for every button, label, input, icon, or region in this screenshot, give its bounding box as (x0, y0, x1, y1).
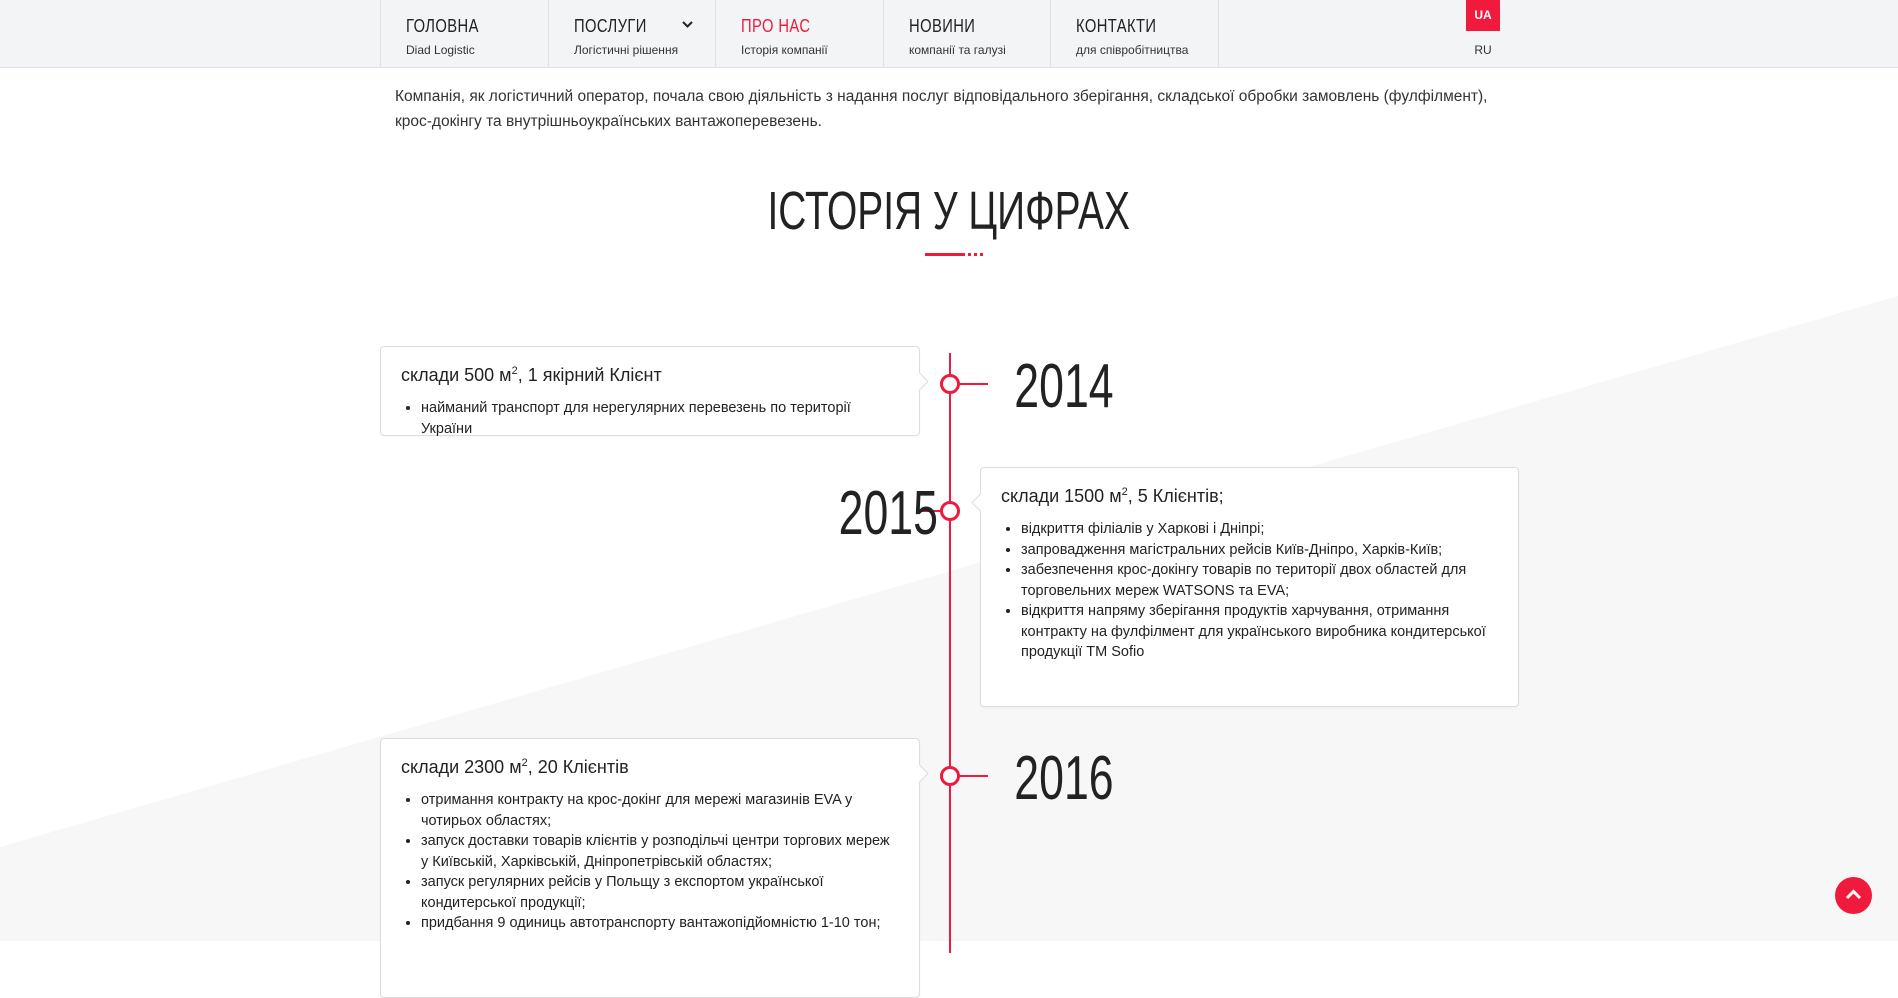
list-item: придбання 9 одиниць автотранспорту ванта… (421, 913, 899, 934)
nav-item-about[interactable]: ПРО НАС Історія компанії (715, 0, 883, 68)
language-ua-button[interactable]: UA (1466, 0, 1500, 31)
timeline-marker (940, 766, 960, 786)
timeline-tick (958, 775, 988, 777)
list-item: отримання контракту на крос-докінг для м… (421, 790, 899, 831)
timeline-year: 2015 (838, 479, 938, 548)
timeline-marker (940, 374, 960, 394)
nav-item-title: ПОСЛУГИ (574, 16, 647, 36)
title-underline-dot (974, 253, 977, 256)
timeline-card: склади 1500 м2, 5 Клієнтів; відкриття фі… (980, 467, 1519, 707)
list-item: відкриття напряму зберігання продуктів х… (1021, 601, 1498, 663)
nav-item-title: ГОЛОВНА (406, 16, 479, 36)
nav-item-subtitle: для співробітництва (1076, 43, 1189, 57)
chevron-down-icon[interactable] (682, 18, 693, 32)
nav-item-title: КОНТАКТИ (1076, 16, 1157, 36)
timeline-year: 2016 (1014, 744, 1114, 813)
nav-item-subtitle: компанії та галузі (909, 43, 1006, 57)
list-item: забезпечення крос-докінгу товарів по тер… (1021, 560, 1498, 601)
timeline-line (949, 353, 951, 953)
card-list: отримання контракту на крос-докінг для м… (401, 790, 899, 934)
list-item: запуск доставки товарів клієнтів у розпо… (421, 831, 899, 872)
title-underline (925, 253, 965, 256)
title-underline-dot (968, 253, 971, 256)
timeline-card: склади 500 м2, 1 якірний Клієнт найманий… (380, 346, 920, 439)
nav-item-contacts[interactable]: КОНТАКТИ для співробітництва (1050, 0, 1219, 68)
list-item: відкриття філіалів у Харкові і Дніпрі; (1021, 519, 1498, 540)
card-heading: склади 500 м2, 1 якірний Клієнт (401, 365, 662, 385)
timeline-tick (920, 510, 950, 512)
card-list: найманий транспорт для нерегулярних пере… (401, 398, 899, 439)
card-heading: склади 1500 м2, 5 Клієнтів; (1001, 486, 1224, 506)
timeline-marker (940, 501, 960, 521)
list-item: запуск регулярних рейсів у Польщу з експ… (421, 872, 899, 913)
nav-item-subtitle: Diad Logistic (406, 43, 475, 57)
chevron-up-icon (1845, 889, 1862, 900)
main-navigation: ГОЛОВНА Diad Logistic ПОСЛУГИ Логістичні… (0, 0, 1898, 68)
list-item: запровадження магістральних рейсів Київ-… (1021, 540, 1498, 561)
timeline-year: 2014 (1014, 352, 1114, 421)
language-ru-button[interactable]: RU (1474, 43, 1492, 57)
timeline-tick (958, 383, 988, 385)
nav-item-title: НОВИНИ (909, 16, 976, 36)
section-title: ІСТОРІЯ У ЦИФРАХ (767, 181, 1131, 241)
nav-item-home[interactable]: ГОЛОВНА Diad Logistic (380, 0, 548, 68)
title-underline-dot (980, 253, 983, 256)
nav-item-subtitle: Історія компанії (741, 43, 828, 57)
card-list: відкриття філіалів у Харкові і Дніпрі; з… (1001, 519, 1498, 663)
nav-item-news[interactable]: НОВИНИ компанії та галузі (883, 0, 1050, 68)
nav-item-subtitle: Логістичні рішення (574, 43, 679, 57)
card-heading: склади 2300 м2, 20 Клієнтів (401, 757, 629, 777)
intro-text: Компанія, як логістичний оператор, почал… (395, 88, 1488, 130)
timeline-card: склади 2300 м2, 20 Клієнтів отримання ко… (380, 738, 920, 998)
nav-item-services[interactable]: ПОСЛУГИ Логістичні рішення (548, 0, 715, 68)
list-item: найманий транспорт для нерегулярних пере… (421, 398, 899, 439)
nav-item-title: ПРО НАС (741, 16, 811, 36)
scroll-to-top-button[interactable] (1835, 877, 1872, 914)
